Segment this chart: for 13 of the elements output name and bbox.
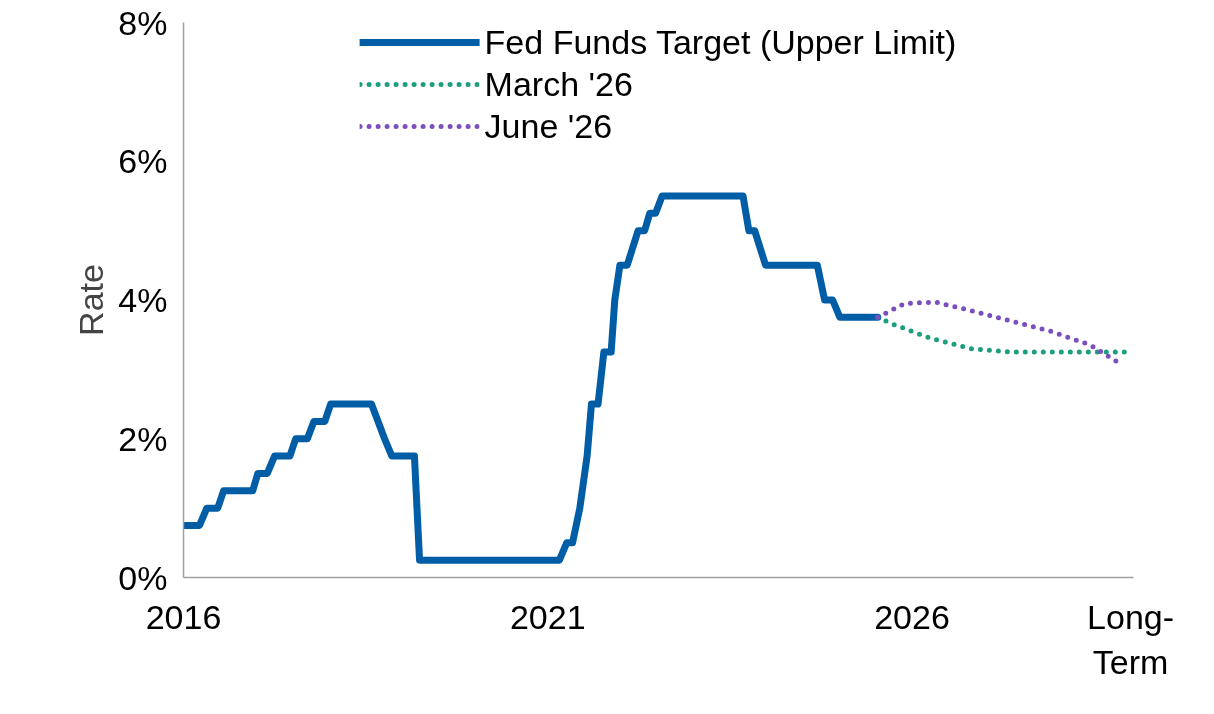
x-tick-label: Long- Term <box>1087 597 1175 682</box>
y-tick-label: 0% <box>118 558 168 597</box>
x-tick-label: 2016 <box>145 597 222 636</box>
legend-label: March '26 <box>484 64 633 104</box>
y-tick-label: 4% <box>118 281 168 319</box>
legend-label: Fed Funds Target (Upper Limit) <box>484 22 957 62</box>
y-tick-label: 8% <box>118 3 168 42</box>
y-tick-label: 2% <box>118 419 168 458</box>
y-tick-label: 6% <box>118 142 168 181</box>
y-axis-title: Rate <box>72 264 111 336</box>
legend-label: June '26 <box>484 106 613 146</box>
x-tick-label: 2021 <box>509 597 586 636</box>
x-tick-label: 2026 <box>874 597 950 636</box>
